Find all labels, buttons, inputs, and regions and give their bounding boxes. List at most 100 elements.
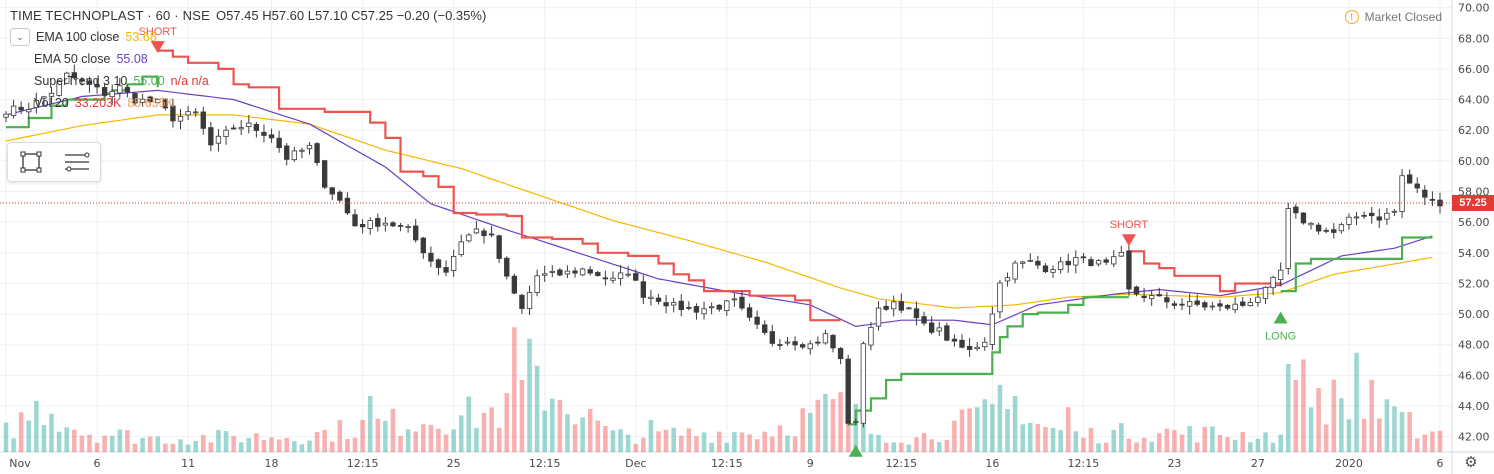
candle-body — [655, 297, 662, 302]
horizontal-lines-icon[interactable] — [60, 147, 94, 177]
volume-bar — [428, 424, 434, 452]
candle-body — [382, 222, 389, 226]
volume-bar — [1096, 443, 1101, 452]
candle-body — [769, 331, 775, 344]
candle-body — [177, 115, 184, 122]
candle-body — [610, 277, 616, 281]
volume-bar — [1149, 441, 1154, 452]
candle-body — [488, 233, 495, 236]
volume-bar — [1081, 437, 1086, 452]
volume-bar — [1005, 409, 1010, 452]
price-tick-label: 44.00 — [1458, 400, 1490, 413]
study-extra: n/a n/a — [170, 74, 209, 88]
study-ema100[interactable]: ⌄ EMA 100 close 53.68 — [10, 26, 486, 48]
candle-body — [579, 268, 586, 276]
candle-body — [1262, 286, 1269, 299]
volume-bar — [876, 434, 881, 452]
volume-bar — [747, 434, 752, 452]
candle-body — [1422, 189, 1428, 198]
volume-bar — [451, 429, 456, 452]
volume-bar — [1437, 430, 1443, 452]
candle-body — [1103, 259, 1109, 263]
candle-body — [18, 106, 24, 111]
candle-body — [1353, 216, 1360, 219]
candle-body — [443, 267, 449, 273]
candle-body — [807, 343, 813, 350]
candle-body — [375, 218, 381, 227]
candle-body — [321, 160, 328, 188]
candle-body — [428, 252, 434, 262]
chevron-down-icon[interactable]: ⌄ — [10, 28, 30, 46]
volume-bar — [838, 392, 843, 452]
volume-bar — [762, 431, 768, 452]
candle-body — [473, 228, 480, 234]
candle-body — [1270, 276, 1276, 289]
candle-body — [405, 226, 411, 228]
market-status[interactable]: ! Market Closed — [1344, 10, 1442, 24]
time-tick-label: 9 — [807, 457, 814, 470]
volume-bar — [952, 420, 957, 452]
candle-body — [86, 80, 93, 85]
candle-body — [48, 92, 55, 97]
volume-bar — [18, 412, 24, 452]
candle-body — [64, 72, 70, 84]
candle-body — [435, 259, 442, 268]
candle-body — [1133, 286, 1140, 295]
volume-bar — [1293, 380, 1299, 452]
volume-bar — [641, 437, 646, 452]
volume-bar — [292, 441, 297, 452]
candle-body — [109, 90, 115, 98]
candle-body — [898, 301, 904, 311]
volume-bar — [815, 399, 821, 452]
volume-bar — [830, 399, 836, 452]
candle-body — [200, 111, 206, 129]
candle-body — [815, 341, 821, 344]
study-supertrend[interactable]: SuperTrend 3 10 55.00 n/a n/a — [10, 70, 486, 92]
volume-bar — [72, 429, 77, 452]
volume-bars — [3, 327, 1443, 452]
symbol-title[interactable]: TIME TECHNOPLAST · 60 · NSE — [10, 8, 210, 23]
candle-body — [155, 99, 161, 104]
candle-body — [1308, 222, 1314, 226]
volume-bar — [777, 425, 783, 452]
volume-bar — [1270, 442, 1276, 452]
candle-body — [101, 87, 108, 96]
candle-body — [1331, 229, 1337, 233]
volume-bar — [1308, 407, 1314, 452]
candle-body — [420, 237, 426, 254]
volume-bar — [1172, 430, 1177, 452]
time-tick-label: 2020 — [1335, 457, 1363, 470]
volume-bar — [1210, 426, 1215, 452]
candles — [3, 64, 1443, 428]
volume-bar — [936, 441, 942, 452]
candle-body — [982, 341, 988, 348]
candle-body — [1406, 174, 1413, 184]
candle-body — [466, 234, 472, 242]
candle-body — [754, 316, 760, 325]
candle-body — [1376, 216, 1382, 221]
exclamation-icon: ! — [1344, 10, 1359, 24]
volume-bar — [929, 439, 934, 452]
time-tick-label: 12:15 — [711, 457, 743, 470]
candle-body — [41, 96, 47, 99]
study-ema50[interactable]: EMA 50 close 55.08 — [10, 48, 486, 70]
volume-bar — [109, 435, 115, 452]
candle-body — [230, 127, 237, 130]
candle-body — [10, 105, 17, 116]
rectangle-select-icon[interactable] — [14, 147, 48, 177]
price-tick-label: 68.00 — [1458, 32, 1490, 45]
candle-body — [3, 113, 9, 118]
volume-bar — [276, 439, 282, 452]
candle-body — [1232, 303, 1238, 311]
candle-body — [124, 87, 131, 93]
gear-icon[interactable]: ⚙ — [1464, 454, 1478, 471]
study-volume[interactable]: Vol 20 33.203K 85.655K — [10, 92, 486, 114]
volume-bar — [868, 433, 874, 452]
price-tick-label: 50.00 — [1458, 308, 1490, 321]
volume-bar — [185, 444, 191, 452]
volume-bar — [694, 436, 699, 452]
volume-bar — [34, 400, 39, 452]
volume-bar — [1217, 434, 1223, 452]
candle-body — [860, 343, 867, 424]
